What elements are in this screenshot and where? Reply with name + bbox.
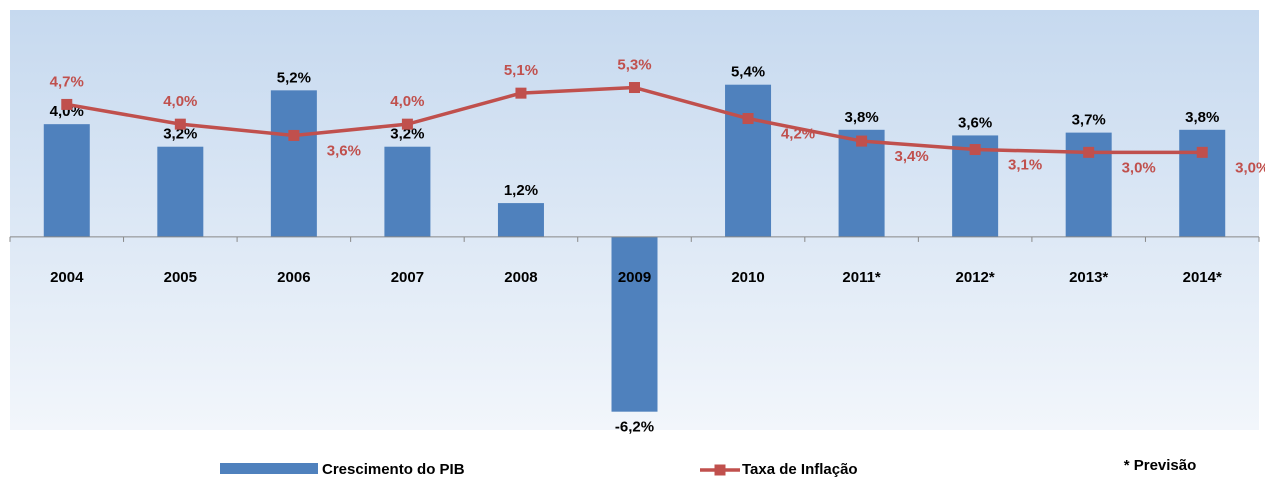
x-tick-label: 2004 [50, 269, 84, 286]
line-label: 3,4% [894, 148, 928, 165]
line-label: 3,0% [1122, 159, 1156, 176]
bar [384, 146, 431, 237]
line-marker [515, 87, 527, 99]
line-label: 4,0% [390, 93, 424, 110]
line-label: 3,0% [1235, 159, 1265, 176]
x-tick-label: 2011* [842, 269, 881, 286]
x-tick-label: 2006 [277, 269, 310, 286]
x-tick-label: 2012* [956, 269, 995, 286]
legend-label: Taxa de Inflação [742, 461, 858, 478]
line-marker [969, 144, 981, 156]
legend-swatch [714, 464, 726, 476]
line-marker [629, 82, 640, 94]
bar-label: 3,7% [1072, 112, 1106, 129]
bar-label: 1,2% [504, 182, 538, 199]
line-label: 4,2% [781, 125, 815, 142]
legend-label: Crescimento do PIB [322, 461, 465, 478]
line-marker [174, 118, 186, 130]
x-tick-label: 2010 [731, 269, 764, 286]
bar [838, 129, 885, 237]
x-tick-label: 2008 [504, 269, 537, 286]
bar-label: 3,2% [390, 126, 424, 143]
x-tick-label: 2007 [391, 269, 424, 286]
bar [725, 84, 772, 237]
bar [497, 203, 544, 237]
x-tick-label: 2013* [1069, 269, 1108, 286]
line-label: 4,0% [163, 93, 197, 110]
bar-label: 3,8% [1185, 109, 1219, 126]
line-marker [856, 135, 868, 147]
x-tick-label: 2014* [1183, 269, 1222, 286]
line-marker [742, 113, 754, 125]
line-label: 5,3% [617, 56, 651, 73]
bar [1179, 129, 1226, 237]
bar-label: 3,2% [163, 126, 197, 143]
bar [43, 124, 90, 237]
line-marker [288, 129, 300, 141]
bar-label: 3,8% [844, 109, 878, 126]
x-tick-label: 2009 [618, 269, 651, 286]
bar-label: -6,2% [615, 419, 654, 436]
line-label: 3,6% [327, 142, 361, 159]
bar [157, 146, 204, 237]
line-label: 3,1% [1008, 156, 1042, 173]
annotation: * Previsão [1124, 457, 1197, 474]
line-marker [1196, 146, 1208, 158]
bar [270, 90, 317, 237]
bar [611, 236, 658, 412]
bar-label: 3,6% [958, 114, 992, 131]
x-tick-label: 2005 [164, 269, 197, 286]
line-marker [61, 98, 73, 110]
bar-label: 5,2% [277, 69, 311, 86]
line-marker [1083, 146, 1095, 158]
legend-swatch [220, 463, 318, 474]
line-label: 4,7% [50, 73, 84, 90]
bar-label: 5,4% [731, 64, 765, 81]
line-marker [401, 118, 413, 130]
line-label: 5,1% [504, 62, 538, 79]
